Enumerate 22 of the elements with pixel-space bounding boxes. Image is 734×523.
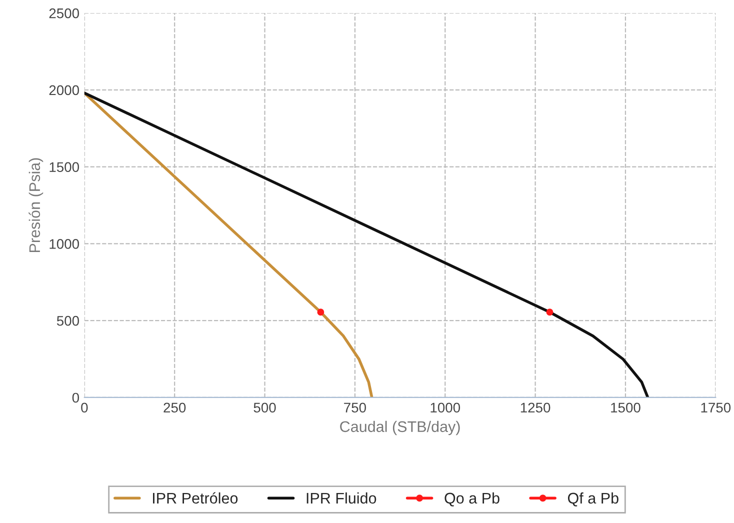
y-axis-title: Presión (Psia): [28, 158, 44, 252]
legend-label: Qf a Pb: [568, 492, 618, 506]
y-tick-label: 0: [72, 392, 80, 403]
y-tick-label: 2000: [49, 85, 80, 96]
legend-label: Qo a Pb: [444, 492, 500, 506]
x-tick-label: 1500: [611, 402, 640, 413]
line-series: [84, 92, 650, 398]
y-tick-label: 1500: [50, 162, 80, 172]
legend-label: IPR Petróleo: [153, 492, 238, 504]
legend-label: IPR Fluido: [306, 492, 376, 504]
x-tick-label: 1250: [520, 402, 550, 413]
x-tick-label: 250: [164, 402, 186, 413]
line-series: [84, 92, 374, 398]
x-tick-label: 750: [344, 402, 366, 413]
x-tick-label: 1750: [701, 402, 731, 413]
y-tick-label: 2500: [49, 8, 80, 18]
y-tick-label: 1000: [50, 239, 80, 249]
x-tick-label: 500: [254, 402, 276, 413]
y-tick-label: 500: [56, 316, 80, 326]
x-tick-label: 1000: [430, 402, 460, 413]
x-axis-title: Caudal (STB/day): [340, 420, 460, 436]
x-tick-label: 0: [81, 402, 88, 413]
